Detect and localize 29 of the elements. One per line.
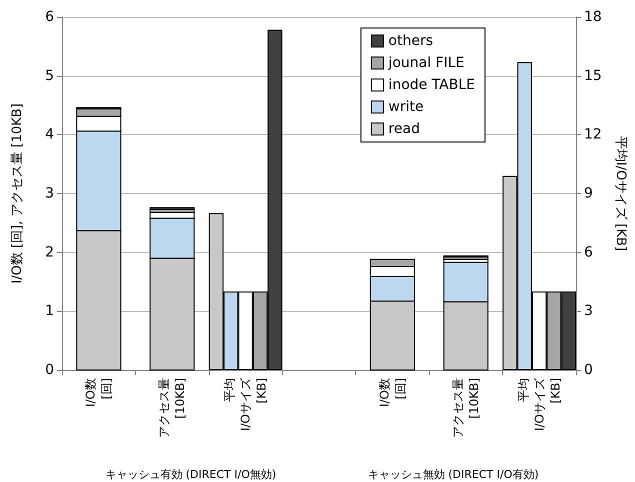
y-tick-label: 4 bbox=[45, 126, 54, 143]
x-tick-label: 平均 I/Oサイズ [KB] bbox=[222, 377, 269, 432]
text: キャッシュ無効 (DIRECT I/O有効) bbox=[368, 468, 539, 481]
legend-label: read bbox=[388, 121, 420, 137]
y2-tick-label: 9 bbox=[584, 186, 593, 202]
legend-label: write bbox=[388, 99, 424, 115]
legend-label: jounal FILE bbox=[387, 55, 464, 71]
y2-tick-label: 18 bbox=[584, 9, 602, 25]
y-tick-label: 5 bbox=[45, 68, 54, 84]
y-tick-label: 3 bbox=[45, 186, 54, 202]
y2-axis-title: 平均I/Oサイズ [KB] bbox=[613, 136, 628, 252]
y-tick-label: 6 bbox=[45, 9, 54, 25]
y-axis-title: I/O数 [回], アクセス量 [10KB] bbox=[10, 103, 25, 284]
y2-tick-label: 12 bbox=[584, 126, 602, 143]
y-tick-label: 0 bbox=[45, 362, 54, 378]
y-tick-label: 2 bbox=[45, 244, 54, 260]
legend-label: others bbox=[388, 33, 434, 49]
y2-tick-label: 0 bbox=[584, 362, 593, 378]
x-tick-label: I/O数 [回] bbox=[377, 378, 408, 408]
x-tick-label: アクセス量 [10KB] bbox=[157, 378, 188, 438]
y2-tick-label: 15 bbox=[584, 68, 602, 84]
legend-label: inode TABLE bbox=[388, 77, 476, 93]
y2-tick-label: 3 bbox=[584, 303, 593, 320]
text: キャッシュ有効 (DIRECT I/O無効) bbox=[105, 468, 276, 481]
x-tick-label: アクセス量 [10KB] bbox=[450, 378, 481, 438]
y2-tick-label: 6 bbox=[584, 244, 593, 260]
x-tick-label: I/O数 [回] bbox=[84, 378, 114, 408]
x-tick-label: 平均 I/Oサイズ [KB] bbox=[516, 377, 562, 432]
y-tick-label: 1 bbox=[45, 303, 54, 320]
